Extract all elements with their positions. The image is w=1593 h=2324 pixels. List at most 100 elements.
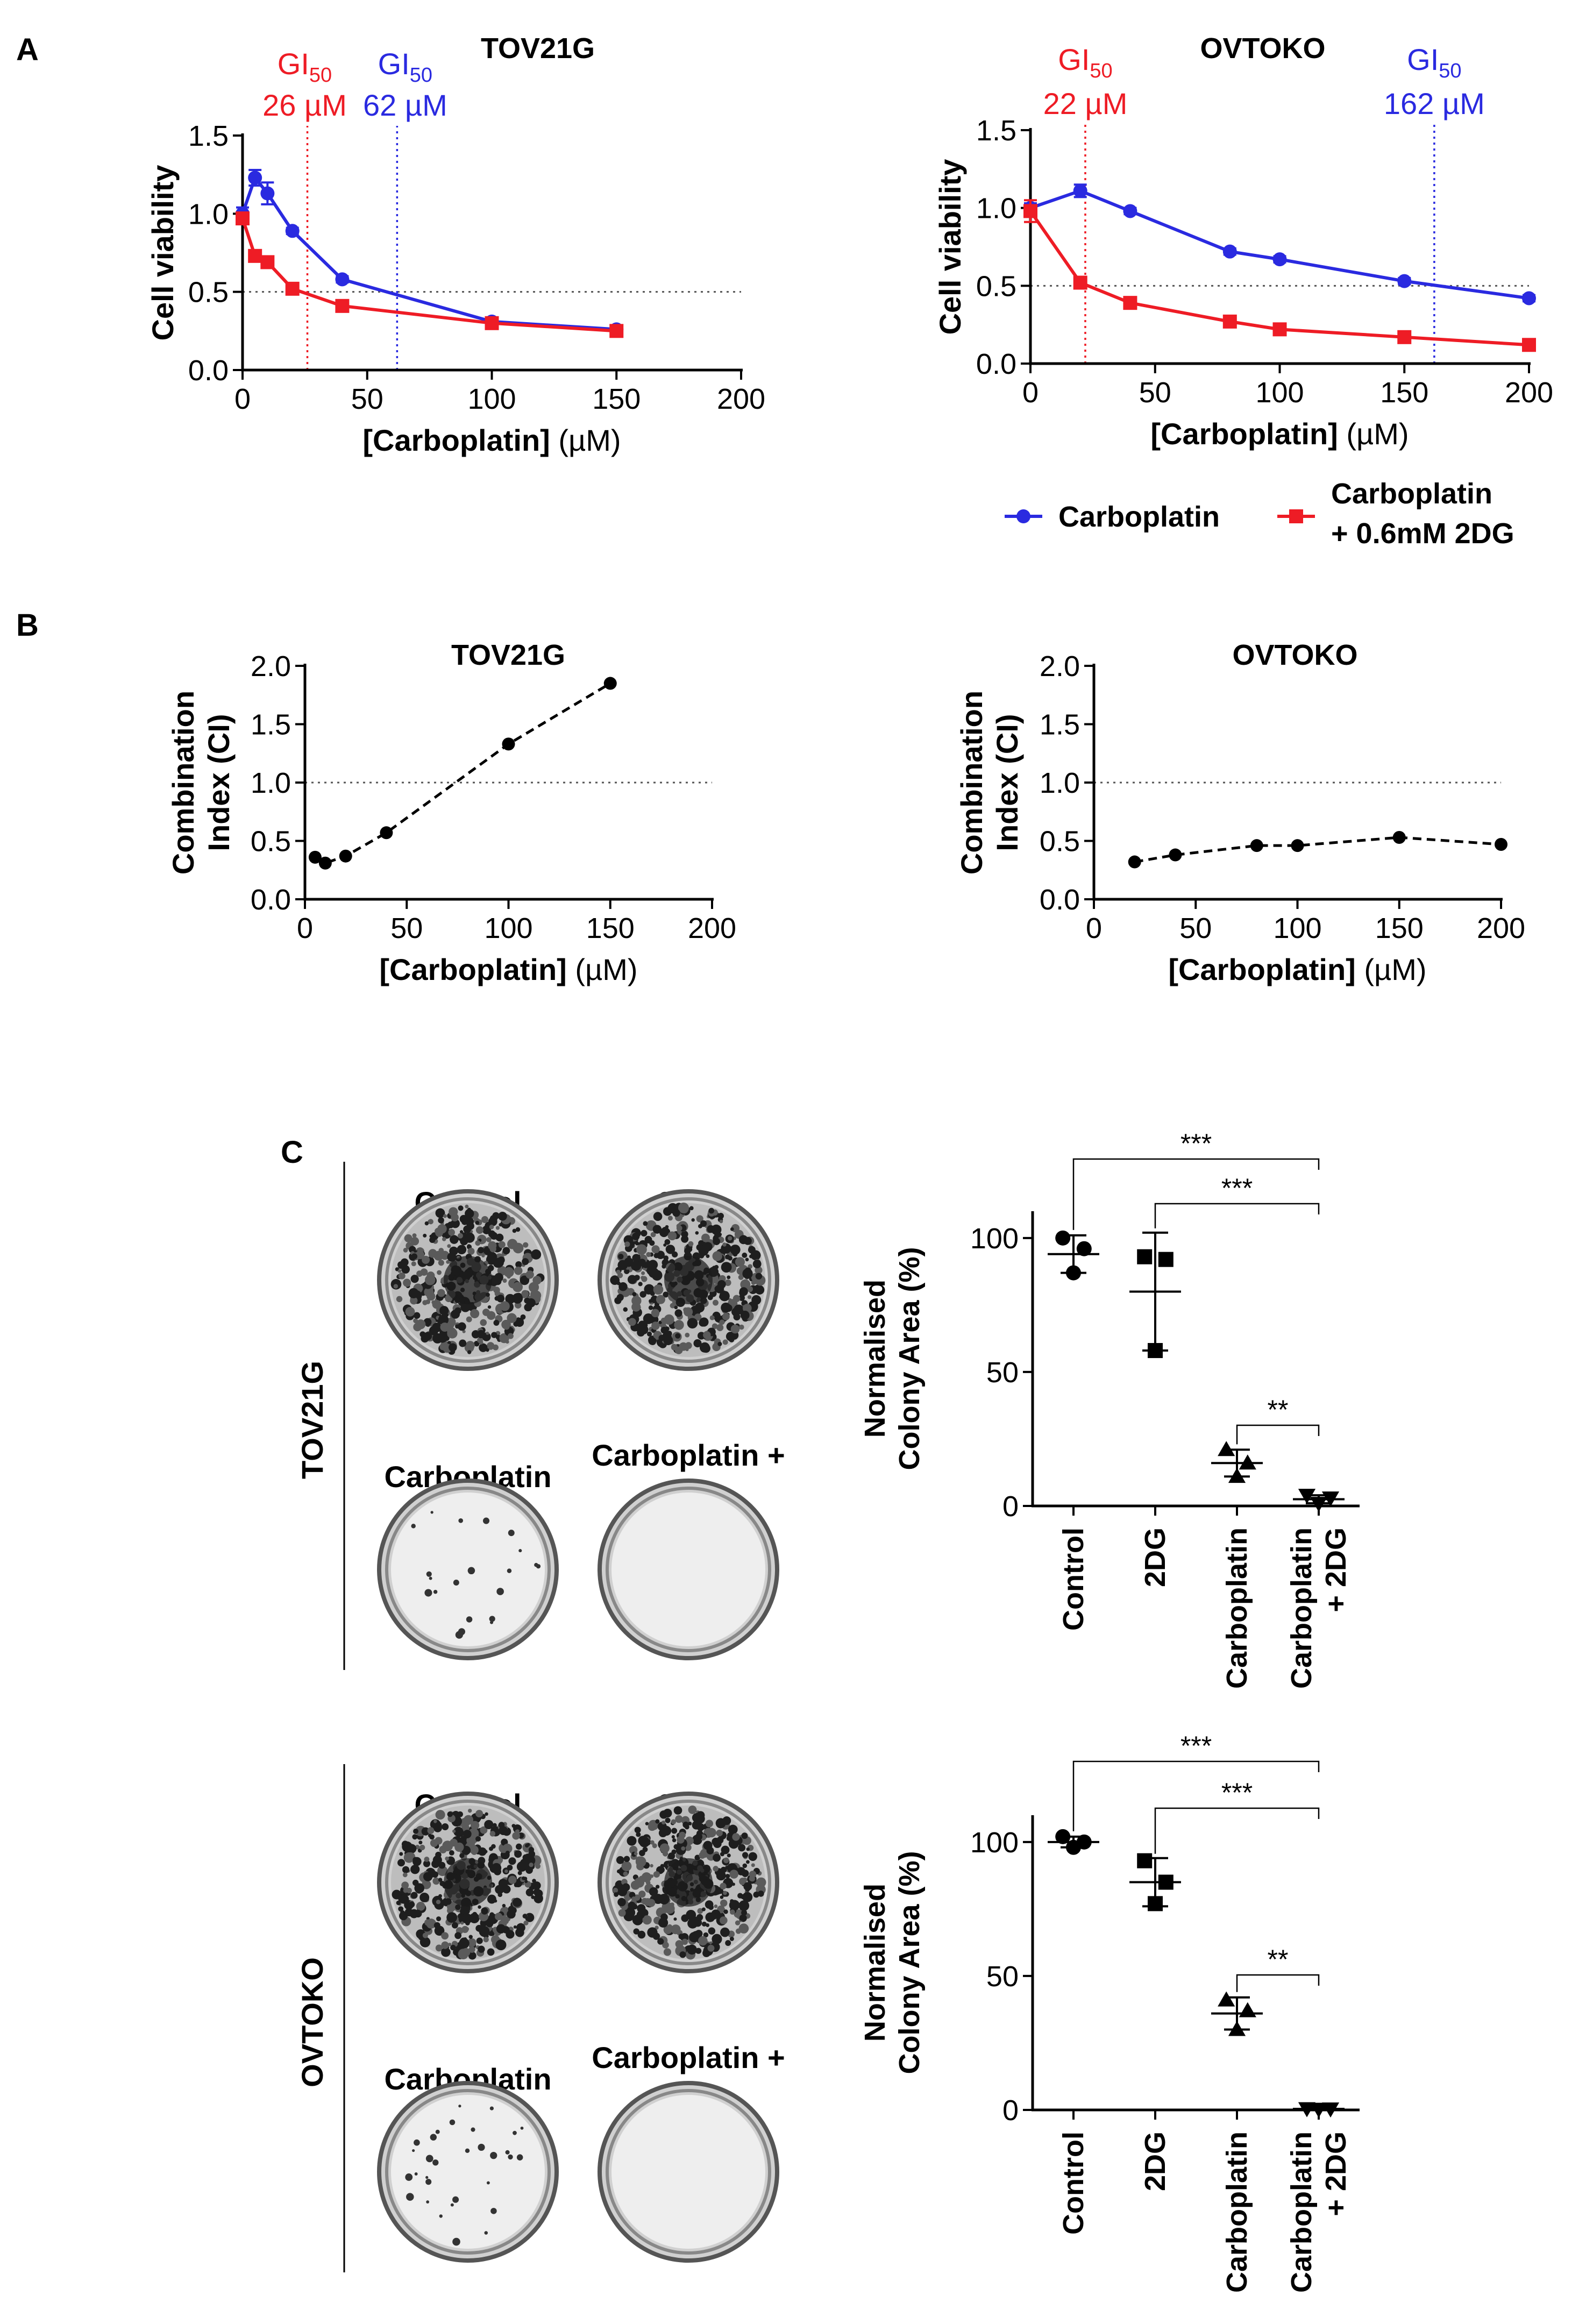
colony — [708, 1207, 715, 1214]
colony — [646, 1252, 651, 1257]
colony — [487, 1894, 496, 1904]
colony-center — [444, 1256, 492, 1304]
colony — [685, 1332, 690, 1338]
colony — [398, 1272, 406, 1280]
colony — [432, 1855, 442, 1865]
colony — [694, 1313, 702, 1321]
colony — [435, 1810, 445, 1820]
colony — [466, 1918, 471, 1923]
y-axis-label: Cell viability — [146, 165, 180, 341]
x-axis-label: [Carboplatin] (µM) — [379, 953, 637, 986]
series-line — [241, 174, 617, 331]
colony — [728, 1256, 733, 1261]
colony — [747, 1295, 752, 1299]
chart-title: TOV21G — [451, 639, 565, 671]
data-point — [260, 186, 275, 201]
colony — [742, 1252, 748, 1258]
colony — [439, 2214, 443, 2218]
colony — [465, 2148, 470, 2154]
colony — [463, 1830, 472, 1839]
x-axis-label: [Carboplatin] (µM) — [362, 423, 621, 457]
colony — [678, 1202, 689, 1213]
colony — [699, 1319, 707, 1327]
colony — [467, 1808, 472, 1813]
colony-images-tov21g: TOV21GControl2DGCarboplatinCarboplatin +… — [295, 1162, 785, 1670]
colony — [496, 1295, 505, 1303]
colony — [627, 1836, 637, 1846]
significance-bracket — [1072, 1158, 1320, 1230]
colony — [450, 2203, 454, 2207]
colony — [414, 2139, 420, 2146]
data-point — [1148, 1896, 1163, 1911]
colony — [751, 1280, 756, 1285]
colony — [735, 1928, 742, 1934]
colony — [710, 1913, 717, 1920]
panel-letter-c: C — [281, 1135, 303, 1170]
colony — [685, 1342, 692, 1349]
colony — [433, 1922, 440, 1929]
x-tick-label: 100 — [1255, 376, 1304, 409]
colony — [674, 1320, 684, 1330]
colony — [462, 1330, 466, 1333]
legend-label: Carboplatin — [1058, 501, 1220, 533]
colony — [660, 1326, 668, 1334]
x-tick-label: 150 — [1380, 376, 1428, 409]
colony — [730, 1909, 735, 1915]
colony — [508, 1530, 515, 1537]
x-tick-label: 100 — [484, 912, 532, 944]
colony-center — [664, 1858, 713, 1907]
gi50-label: GI50 — [278, 47, 332, 87]
colony — [415, 1250, 425, 1260]
data-point — [236, 211, 250, 226]
colony — [728, 1236, 733, 1241]
colony — [536, 1564, 541, 1569]
colony — [471, 2127, 475, 2132]
colony — [413, 1312, 421, 1319]
colony — [467, 1207, 471, 1212]
colony — [496, 1924, 506, 1934]
panel-letter-b: B — [16, 608, 39, 643]
colony — [742, 1852, 749, 1858]
y-tick-label: 0.5 — [188, 276, 229, 309]
colony — [657, 1938, 664, 1945]
colony — [425, 2176, 429, 2179]
colony — [622, 1883, 630, 1892]
data-point — [1321, 1491, 1340, 1507]
colony — [662, 1942, 669, 1949]
colony — [452, 1829, 456, 1833]
significance-bracket — [1154, 1807, 1320, 1854]
colony — [431, 1871, 438, 1878]
colony — [457, 1322, 466, 1331]
colony — [483, 1937, 489, 1943]
colony — [707, 1944, 715, 1952]
y-tick-label: 50 — [986, 1356, 1019, 1389]
colony — [418, 1840, 423, 1845]
colony — [435, 2129, 440, 2134]
colony — [616, 1869, 621, 1874]
colony — [738, 1923, 749, 1934]
colony — [738, 1274, 744, 1280]
colony — [478, 1247, 485, 1254]
colony — [503, 1323, 510, 1330]
colony — [441, 1932, 449, 1940]
colony — [655, 1819, 660, 1824]
x-tick-label: 0 — [1086, 912, 1102, 944]
colony — [447, 1221, 454, 1228]
colony — [421, 1334, 429, 1343]
colony — [416, 1319, 426, 1330]
colony — [412, 1834, 418, 1840]
colony — [480, 1826, 488, 1834]
colony — [419, 1892, 430, 1902]
colony-center — [664, 1256, 713, 1304]
colony — [430, 2134, 437, 2141]
colony — [532, 1276, 542, 1285]
colony — [725, 1866, 729, 1870]
colony — [734, 1304, 744, 1315]
y-axis-label-line1: Normalised — [859, 1280, 891, 1438]
colony — [484, 1820, 494, 1830]
colony — [648, 1305, 653, 1310]
colony — [722, 1339, 728, 1345]
colony — [453, 1826, 464, 1837]
colony — [714, 1233, 719, 1237]
